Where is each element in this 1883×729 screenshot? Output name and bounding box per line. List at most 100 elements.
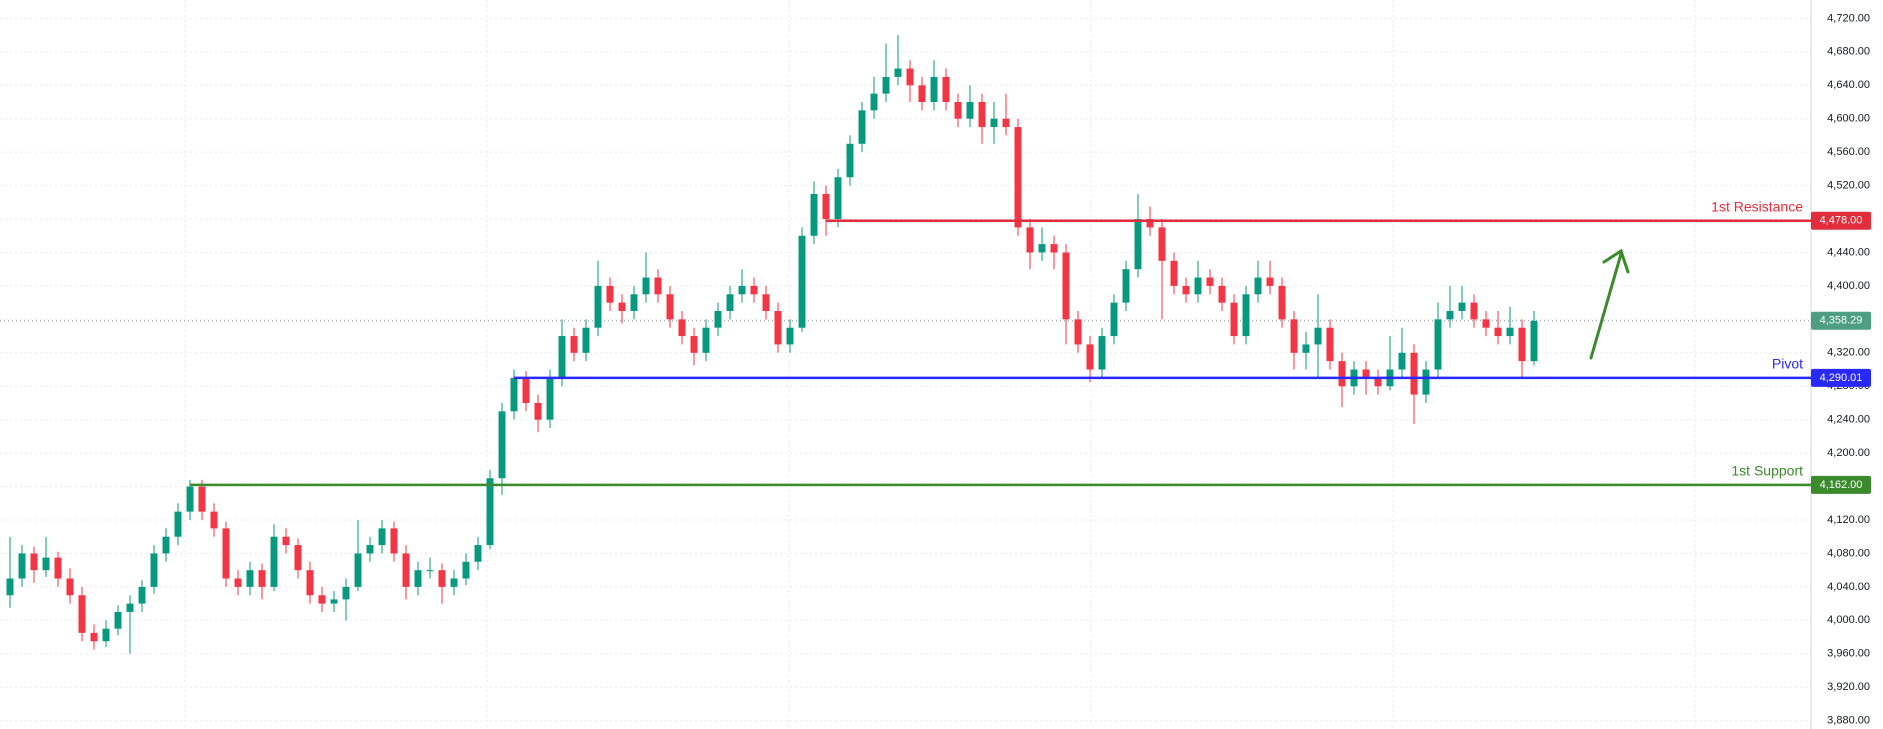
candle-body bbox=[1218, 285, 1226, 303]
candle-body bbox=[702, 327, 710, 353]
candle-body bbox=[42, 557, 50, 571]
candle-body bbox=[582, 327, 590, 353]
y-tick-label: 4,400.00 bbox=[1827, 280, 1870, 292]
candle-body bbox=[906, 68, 914, 86]
candle-body bbox=[546, 377, 554, 420]
candle-body bbox=[1242, 294, 1250, 337]
candle-body bbox=[354, 553, 362, 587]
candle-body bbox=[810, 193, 818, 236]
candle-body bbox=[210, 511, 218, 529]
level-badge bbox=[1811, 211, 1871, 230]
candle-body bbox=[1026, 227, 1034, 253]
y-tick-label: 3,960.00 bbox=[1827, 648, 1870, 660]
candle-body bbox=[1362, 369, 1370, 378]
candle-body bbox=[90, 632, 98, 642]
candle-body bbox=[366, 545, 374, 554]
candle-body bbox=[426, 570, 434, 572]
candle-body bbox=[438, 570, 446, 587]
candle-body bbox=[1194, 277, 1202, 295]
candle-body bbox=[678, 319, 686, 337]
candle-body bbox=[462, 561, 470, 579]
candle-body bbox=[1326, 327, 1334, 362]
level-name: 1st Support bbox=[1731, 463, 1803, 479]
candle-body bbox=[1434, 319, 1442, 370]
candle-body bbox=[402, 553, 410, 587]
candle-body bbox=[318, 595, 326, 604]
candle-body bbox=[978, 101, 986, 128]
last-price: 4,358.29 bbox=[1820, 315, 1863, 327]
candle-body bbox=[1254, 277, 1262, 295]
candle-body bbox=[1398, 352, 1406, 370]
candle-body bbox=[1266, 277, 1274, 286]
level-name: 1st Resistance bbox=[1711, 198, 1803, 214]
candle-body bbox=[30, 553, 38, 571]
candle-body bbox=[738, 285, 746, 295]
candle-body bbox=[222, 528, 230, 579]
candle-body bbox=[54, 557, 62, 579]
candle-body bbox=[822, 193, 830, 220]
level-badge bbox=[1811, 368, 1871, 387]
candle-body bbox=[378, 528, 386, 546]
candle-body bbox=[162, 536, 170, 554]
candle-body bbox=[1098, 336, 1106, 370]
candle-body bbox=[1062, 252, 1070, 320]
candle-body bbox=[6, 578, 14, 596]
candle-body bbox=[726, 294, 734, 311]
candle-body bbox=[870, 93, 878, 111]
candle-body bbox=[1206, 277, 1214, 286]
candle-body bbox=[606, 285, 614, 303]
candle-body bbox=[246, 570, 254, 587]
candle-body bbox=[1230, 302, 1238, 337]
candle-body bbox=[618, 302, 626, 311]
candle-body bbox=[1278, 285, 1286, 320]
candle-body bbox=[1338, 361, 1346, 387]
candle-body bbox=[930, 76, 938, 102]
candle-body bbox=[918, 85, 926, 102]
candle-body bbox=[1146, 219, 1154, 228]
last-price-badge bbox=[1811, 311, 1871, 330]
candle-body bbox=[1530, 320, 1538, 362]
level-price: 4,478.00 bbox=[1820, 215, 1863, 227]
y-tick-label: 4,240.00 bbox=[1827, 414, 1870, 426]
y-tick-label: 4,200.00 bbox=[1827, 447, 1870, 459]
candle-body bbox=[1086, 344, 1094, 370]
level-price: 4,290.01 bbox=[1820, 372, 1863, 384]
candle-body bbox=[666, 294, 674, 320]
candle-body bbox=[846, 143, 854, 178]
candle-body bbox=[858, 110, 866, 144]
candle-body bbox=[1374, 377, 1382, 387]
candle-body bbox=[534, 402, 542, 420]
candle-body bbox=[690, 336, 698, 353]
candle-body bbox=[174, 511, 182, 537]
candle-body bbox=[1110, 302, 1118, 337]
y-tick-label: 4,120.00 bbox=[1827, 514, 1870, 526]
candle-body bbox=[342, 586, 350, 600]
candle-body bbox=[750, 285, 758, 295]
candle-body bbox=[642, 277, 650, 295]
candle-body bbox=[198, 486, 206, 512]
candle-body bbox=[294, 545, 302, 571]
y-tick-label: 4,040.00 bbox=[1827, 581, 1870, 593]
candle-body bbox=[522, 377, 530, 403]
candle-body bbox=[594, 285, 602, 328]
candle-body bbox=[1470, 302, 1478, 320]
y-tick-label: 3,880.00 bbox=[1827, 715, 1870, 727]
candle-body bbox=[1506, 327, 1514, 337]
candle-body bbox=[258, 570, 266, 587]
level-badge bbox=[1811, 475, 1871, 494]
y-tick-label: 4,520.00 bbox=[1827, 180, 1870, 192]
y-tick-label: 4,640.00 bbox=[1827, 79, 1870, 91]
candle-body bbox=[510, 377, 518, 412]
candle-body bbox=[570, 336, 578, 353]
candle-body bbox=[186, 486, 194, 512]
candle-body bbox=[270, 536, 278, 587]
candle-body bbox=[498, 411, 506, 479]
candle-body bbox=[1446, 310, 1454, 320]
candle-body bbox=[78, 595, 86, 633]
candle-body bbox=[114, 611, 122, 629]
candle-body bbox=[786, 327, 794, 345]
candle-body bbox=[138, 586, 146, 604]
candle-body bbox=[150, 553, 158, 587]
candle-body bbox=[1014, 127, 1022, 228]
